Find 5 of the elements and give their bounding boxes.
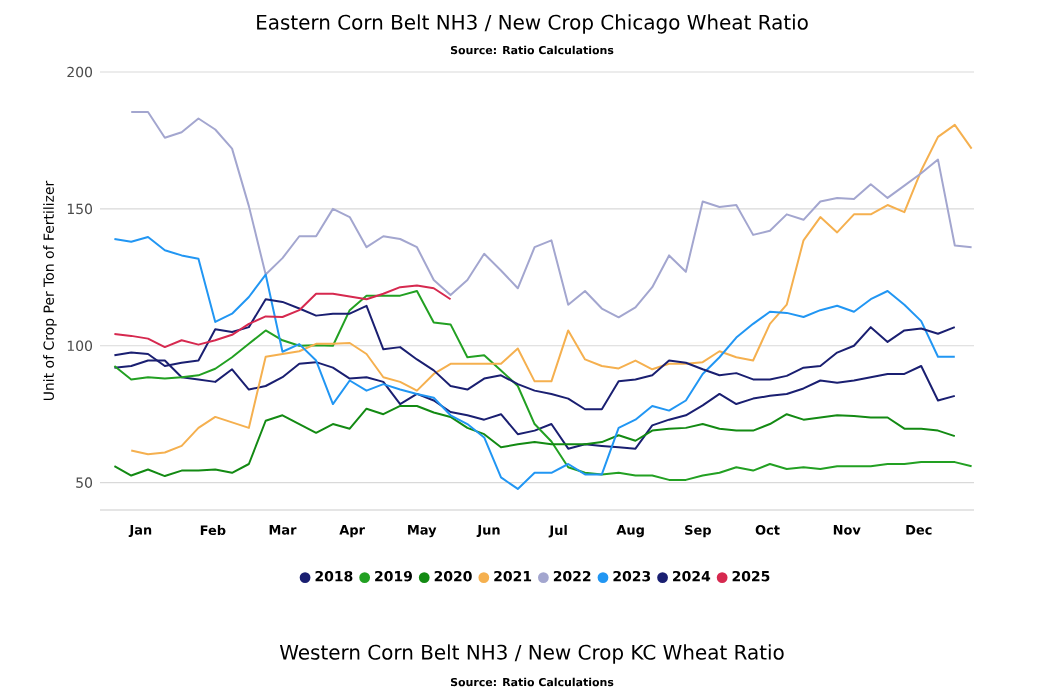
line-series <box>113 236 956 490</box>
line-series <box>113 284 452 349</box>
text: Western Corn Belt NH3 / New Crop KC Wheat Ratio <box>279 644 784 664</box>
line-series <box>130 110 973 319</box>
chart-title: Eastern Corn Belt NH3 / New Crop Chicago Wheat Ratio <box>257 14 808 34</box>
